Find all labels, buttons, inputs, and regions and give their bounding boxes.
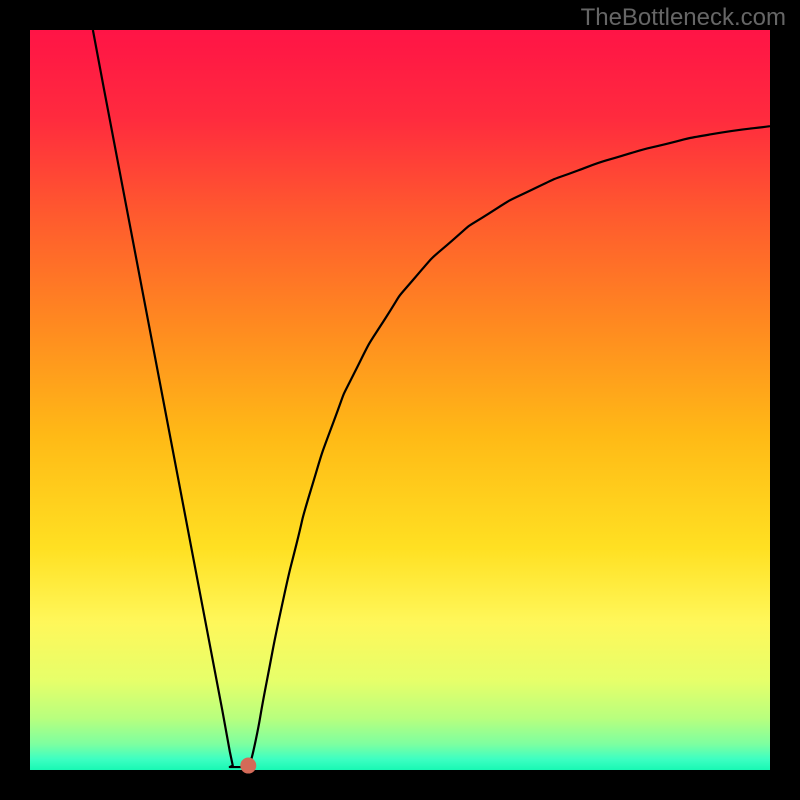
watermark-label: TheBottleneck.com <box>581 4 786 32</box>
bottleneck-curve-chart <box>0 0 800 800</box>
optimum-marker <box>240 758 256 774</box>
chart-container: TheBottleneck.com <box>0 0 800 800</box>
plot-background <box>30 30 770 770</box>
